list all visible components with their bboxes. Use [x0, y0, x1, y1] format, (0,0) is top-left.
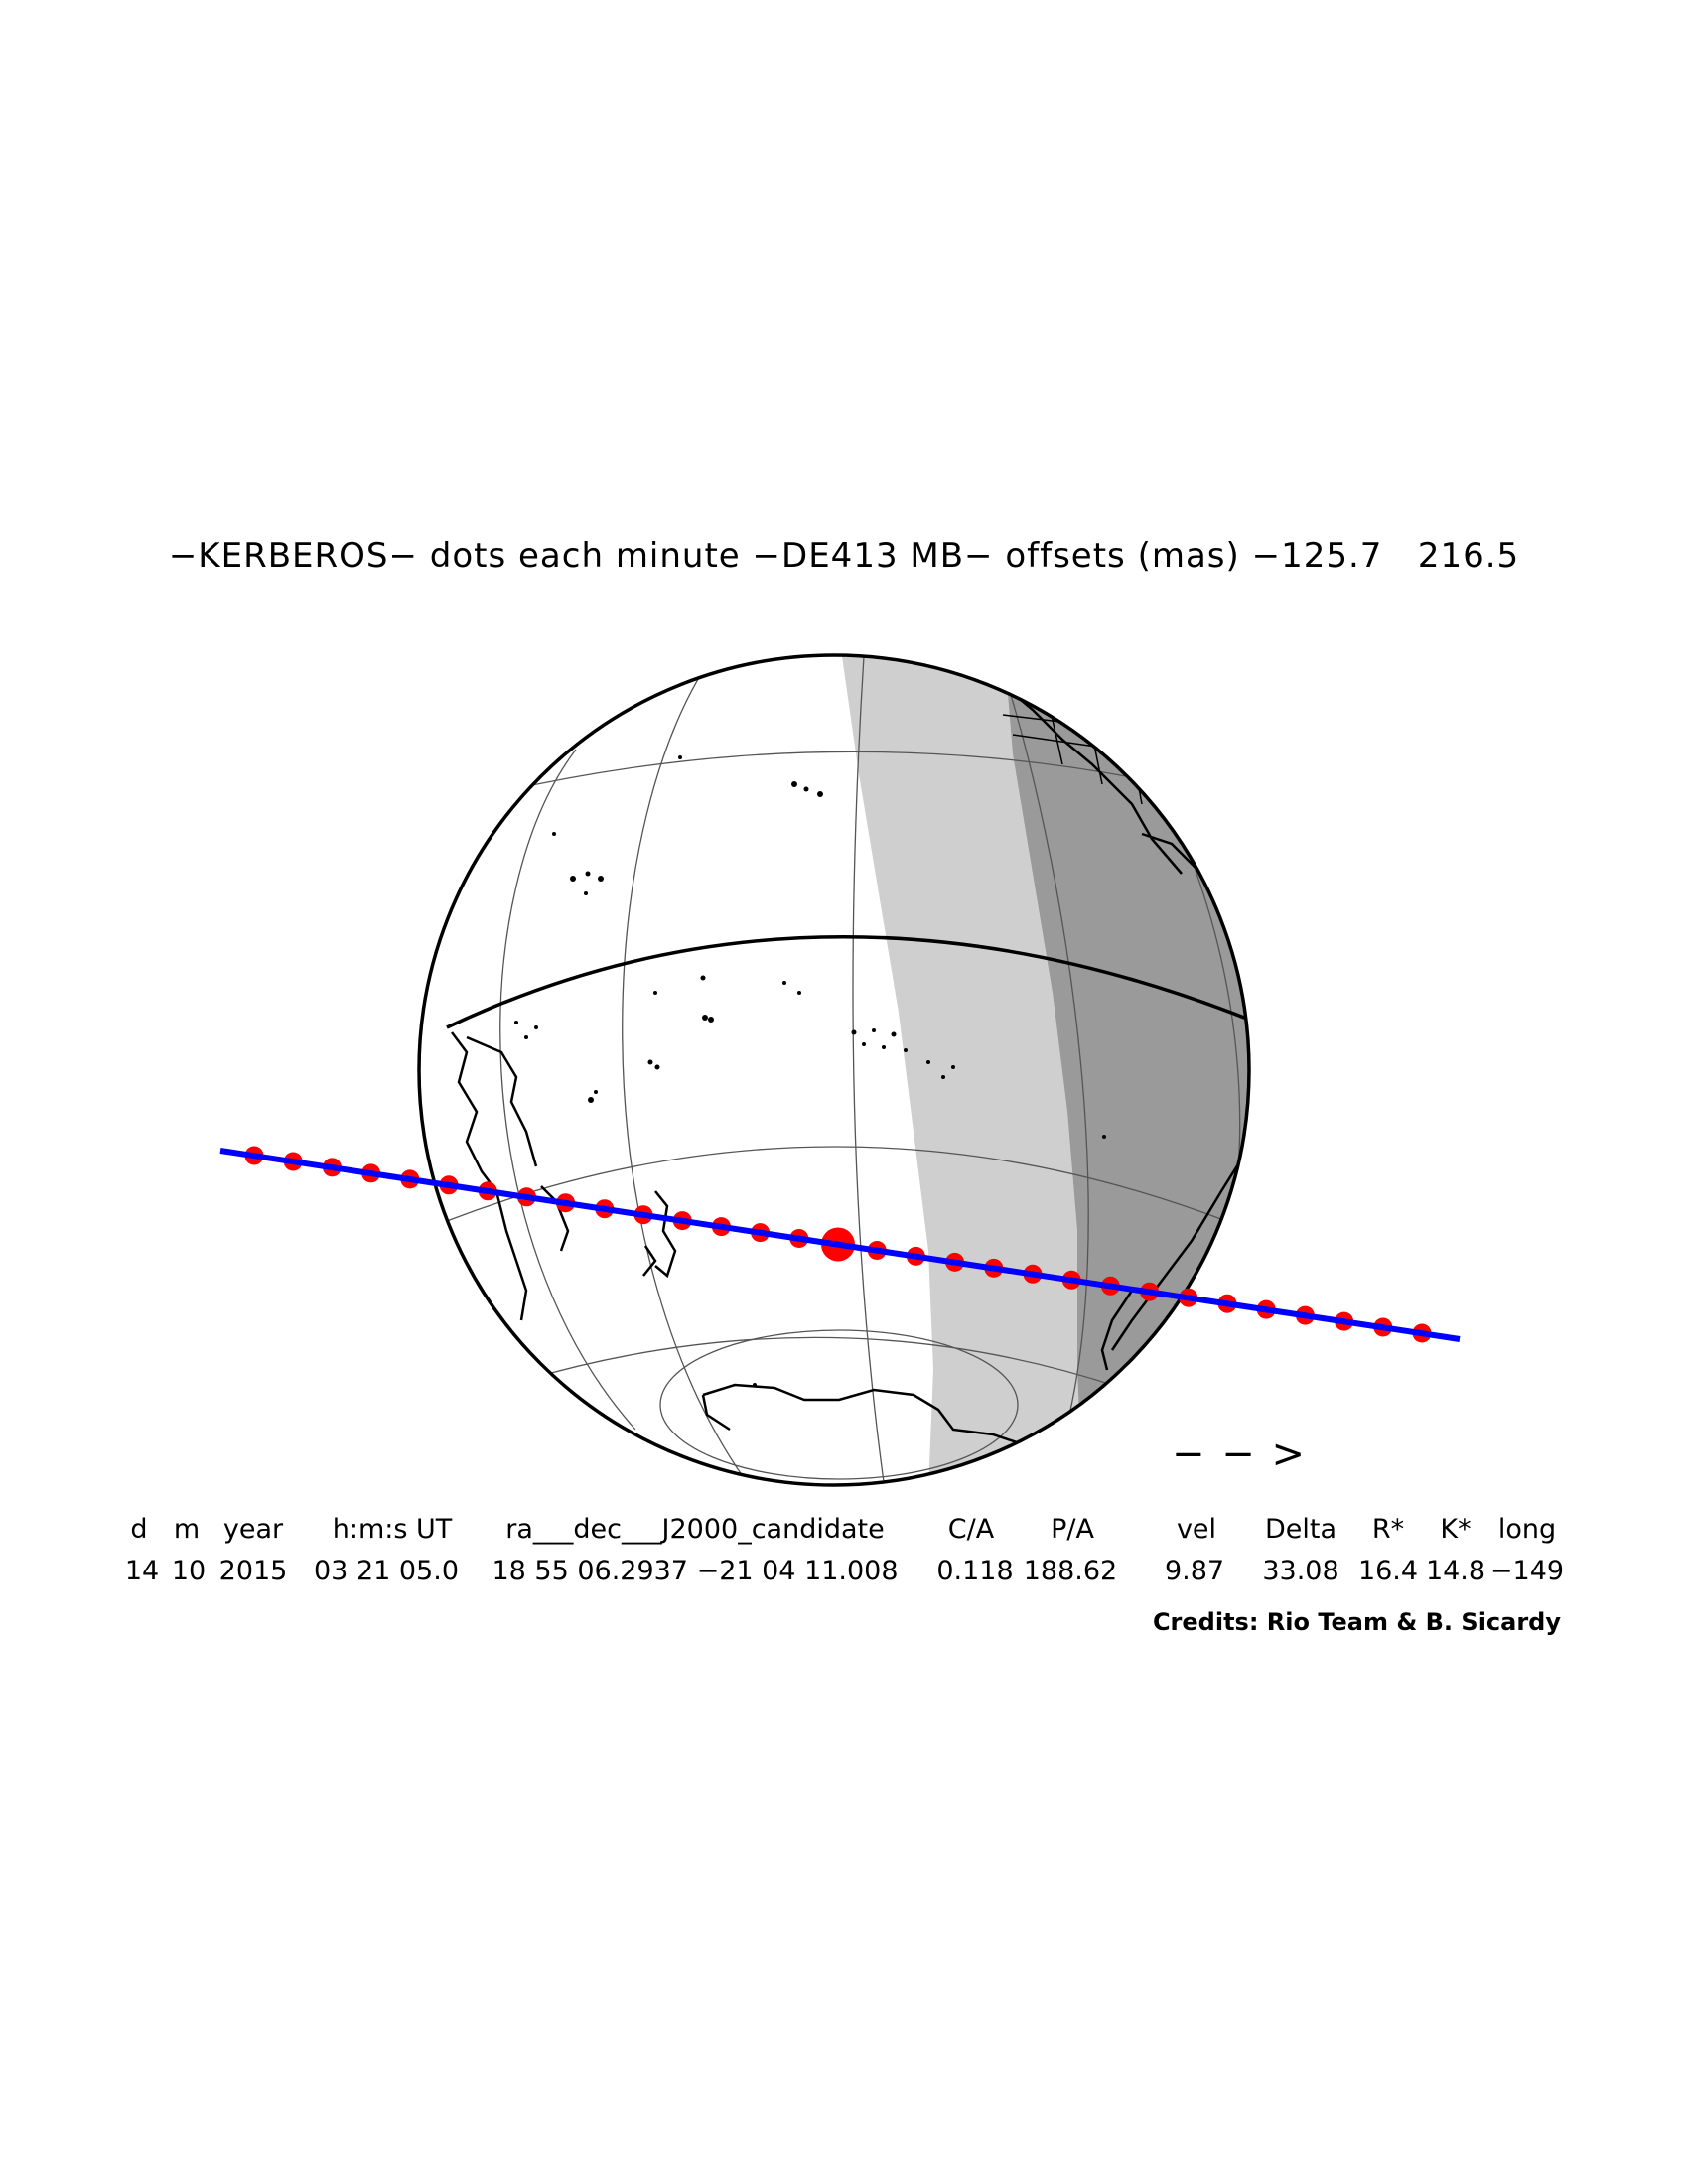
header-cell-pa: P/A — [1051, 1514, 1094, 1545]
value-cell-vel: 9.87 — [1164, 1556, 1225, 1586]
globe-outline — [417, 653, 1251, 1487]
value-cell-year: 2015 — [218, 1556, 288, 1586]
credits-text: Credits: Rio Team & B. Sicardy — [1152, 1608, 1561, 1636]
value-cell-k: 14.8 — [1425, 1556, 1486, 1586]
header-cell-coords: ra___dec___J2000_candidate — [505, 1514, 885, 1545]
table-values-row: 14 10 2015 03 21 05.0 18 55 06.2937 −21 … — [0, 1556, 1688, 1595]
header-cell-month: m — [173, 1514, 201, 1545]
header-cell-year: year — [222, 1514, 284, 1545]
direction-arrow: − − > — [1172, 1432, 1307, 1477]
header-cell-ca: C/A — [947, 1514, 995, 1545]
header-cell-long: long — [1497, 1514, 1557, 1545]
value-cell-delta: 33.08 — [1262, 1556, 1339, 1586]
header-cell-k: K* — [1440, 1514, 1472, 1545]
value-cell-ca: 0.118 — [936, 1556, 1014, 1586]
table-header-row: d m year h:m:s UT ra___dec___J2000_candi… — [0, 1514, 1688, 1554]
pacific-islands — [514, 755, 1106, 1387]
shadow-path-line — [219, 1148, 1461, 1342]
value-cell-day: 14 — [124, 1556, 160, 1586]
value-cell-month: 10 — [171, 1556, 207, 1586]
header-cell-r: R* — [1371, 1514, 1405, 1545]
header-cell-delta: Delta — [1264, 1514, 1337, 1545]
chart-title: −KERBEROS− dots each minute −DE413 MB− o… — [168, 536, 1520, 576]
twilight-shade — [839, 655, 1082, 1485]
value-cell-long: −149 — [1489, 1556, 1565, 1586]
header-cell-day: d — [130, 1514, 148, 1545]
header-cell-time: h:m:s UT — [332, 1514, 453, 1545]
equator-line — [446, 935, 1249, 1034]
header-cell-vel: vel — [1176, 1514, 1217, 1545]
value-cell-r: 16.4 — [1357, 1556, 1419, 1586]
value-cell-coords: 18 55 06.2937 −21 04 11.008 — [492, 1556, 899, 1586]
value-cell-pa: 188.62 — [1023, 1556, 1118, 1586]
value-cell-time: 03 21 05.0 — [314, 1556, 459, 1586]
